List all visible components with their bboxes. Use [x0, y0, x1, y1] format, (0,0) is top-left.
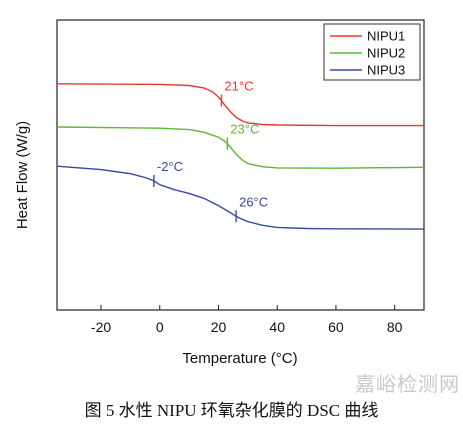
plot-frame	[56, 19, 425, 311]
series-line-nipu1	[56, 83, 424, 127]
y-axis-title: Heat Flow (W/g)	[14, 121, 31, 229]
x-axis-title: Temperature (°C)	[182, 350, 297, 367]
legend-label: NIPU1	[367, 29, 405, 44]
x-tick-label: 80	[387, 319, 403, 335]
x-tick-label: 60	[328, 319, 344, 335]
x-tick-label: 40	[269, 319, 285, 335]
legend-label: NIPU2	[367, 46, 405, 61]
legend: NIPU1 NIPU2 NIPU3	[323, 23, 421, 81]
transition-label: -2°C	[157, 159, 183, 174]
x-tick-label: 0	[156, 319, 164, 335]
dsc-chart: -20 0 20 40 60 80 21°C 23°C -2°C 26°C Temperatur…	[14, 19, 425, 367]
watermark-text: 嘉峪检测网	[355, 372, 460, 396]
series-layer	[56, 83, 425, 230]
legend-label: NIPU3	[367, 63, 405, 78]
x-tick-label: -20	[91, 319, 111, 335]
transition-label: 21°C	[224, 79, 253, 94]
transition-label: 26°C	[239, 194, 268, 209]
x-axis-ticks: -20 0 20 40 60 80	[91, 305, 403, 335]
series-line-nipu3	[56, 165, 425, 230]
annotation-layer: 21°C 23°C -2°C 26°C	[153, 79, 268, 223]
series-line-nipu2	[56, 126, 425, 169]
transition-label: 23°C	[230, 122, 259, 137]
figure-caption: 图 5 水性 NIPU 环氧杂化膜的 DSC 曲线	[84, 401, 379, 420]
x-tick-label: 20	[211, 319, 227, 335]
